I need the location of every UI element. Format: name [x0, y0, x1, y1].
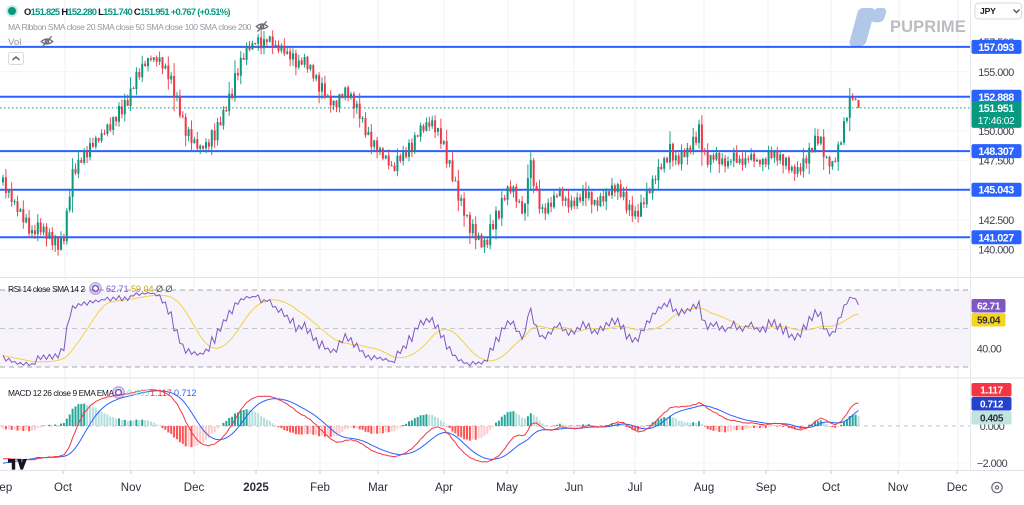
svg-text:Vol: Vol — [8, 37, 21, 48]
svg-text:59.04: 59.04 — [977, 316, 1001, 327]
svg-text:Oct: Oct — [54, 482, 73, 494]
svg-text:Mar: Mar — [368, 482, 388, 494]
svg-text:MACD 12 26 close 9 EMA EMA: MACD 12 26 close 9 EMA EMA — [8, 388, 114, 398]
svg-text:141.027: 141.027 — [978, 232, 1014, 244]
svg-text:59.04: 59.04 — [131, 284, 154, 294]
svg-text:150.000: 150.000 — [978, 126, 1014, 138]
svg-text:Jun: Jun — [565, 482, 584, 494]
svg-text:Oct: Oct — [822, 482, 841, 494]
svg-text:JPY: JPY — [980, 6, 996, 16]
svg-text:May: May — [496, 482, 518, 494]
svg-text:147.500: 147.500 — [978, 156, 1014, 168]
svg-text:Apr: Apr — [435, 482, 453, 494]
svg-text:Dec: Dec — [184, 482, 205, 494]
svg-text:148.307: 148.307 — [978, 146, 1014, 158]
svg-text:1.117: 1.117 — [150, 388, 172, 398]
svg-text:Nov: Nov — [121, 482, 142, 494]
svg-text:40.00: 40.00 — [977, 344, 1002, 356]
svg-text:0.712: 0.712 — [174, 388, 197, 398]
svg-text:2025: 2025 — [243, 482, 269, 494]
svg-text:RSI 14 close SMA 14 2: RSI 14 close SMA 14 2 — [8, 284, 85, 294]
svg-text:62.71: 62.71 — [106, 284, 129, 294]
svg-text:0.405: 0.405 — [127, 388, 150, 398]
svg-text:17:46:02: 17:46:02 — [978, 116, 1015, 127]
svg-text:Nov: Nov — [888, 482, 909, 494]
svg-text:140.000: 140.000 — [978, 245, 1014, 257]
svg-text:O151.825 H152.280 L151.740 C15: O151.825 H152.280 L151.740 C151.951 +0.7… — [24, 6, 230, 17]
svg-text:0.712: 0.712 — [980, 400, 1004, 411]
svg-text:PUPRIME: PUPRIME — [890, 18, 966, 36]
svg-text:152.888: 152.888 — [978, 92, 1014, 104]
svg-text:62.71: 62.71 — [977, 302, 1001, 313]
svg-text:Dec: Dec — [947, 482, 968, 494]
svg-text:145.043: 145.043 — [978, 185, 1014, 197]
svg-text:142.500: 142.500 — [978, 215, 1014, 227]
svg-text:Jul: Jul — [628, 482, 643, 494]
svg-text:MA Ribbon SMA close 20 SMA clo: MA Ribbon SMA close 20 SMA close 50 SMA … — [8, 22, 252, 32]
svg-text:155.000: 155.000 — [978, 67, 1014, 79]
svg-text:Feb: Feb — [310, 482, 330, 494]
svg-text:Sep: Sep — [0, 482, 12, 494]
svg-text:157.093: 157.093 — [978, 42, 1014, 54]
svg-text:1.117: 1.117 — [980, 386, 1003, 397]
svg-text:−2.000: −2.000 — [977, 458, 1008, 470]
svg-text:Sep: Sep — [756, 482, 776, 494]
svg-text:Aug: Aug — [694, 482, 714, 494]
svg-text:151.951: 151.951 — [978, 103, 1014, 115]
svg-text:0.405: 0.405 — [980, 414, 1004, 425]
svg-text:Ø Ø: Ø Ø — [156, 284, 173, 294]
